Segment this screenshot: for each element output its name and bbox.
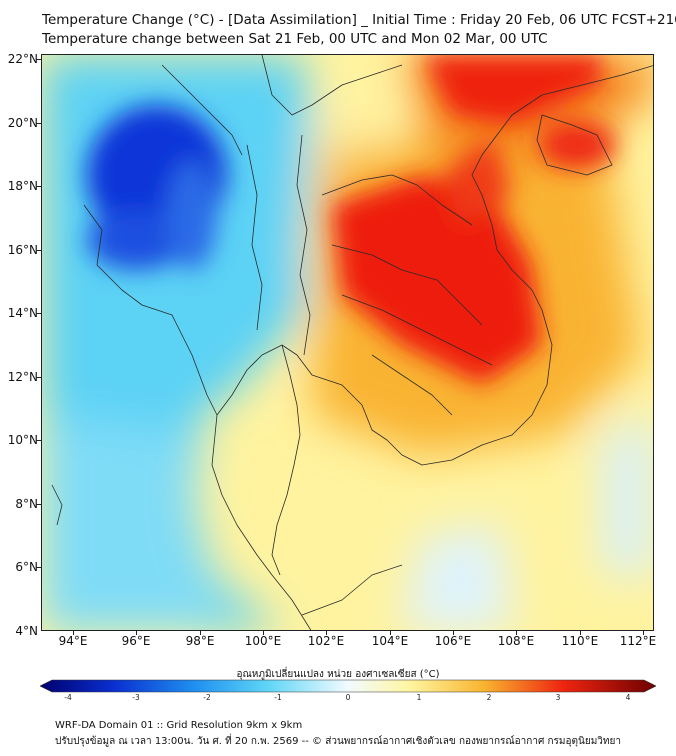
lat-tick (36, 59, 41, 60)
lon-tick (643, 631, 644, 635)
lat-label-22N: 22°N (7, 52, 38, 66)
map-canvas (42, 55, 653, 630)
lon-tick (200, 631, 201, 635)
lat-tick (36, 313, 41, 314)
temperature-change-map[interactable] (41, 54, 654, 631)
lon-tick (390, 631, 391, 635)
lon-label-102E: 102°E (307, 634, 345, 648)
lat-label-4N: 4°N (15, 624, 38, 638)
map-title-line2: Temperature change between Sat 21 Feb, 0… (42, 31, 548, 47)
lat-tick (36, 504, 41, 505)
lon-label-94E: 94°E (58, 634, 88, 648)
lon-label-104E: 104°E (371, 634, 409, 648)
footer-update-info: ปรับปรุงข้อมูล ณ เวลา 13:00น. วัน ศ. ที่… (55, 736, 621, 747)
lon-label-96E: 96°E (121, 634, 151, 648)
lon-tick (453, 631, 454, 635)
lon-label-98E: 98°E (185, 634, 215, 648)
lon-tick (136, 631, 137, 635)
lon-label-108E: 108°E (497, 634, 535, 648)
footer-model-info: WRF-DA Domain 01 :: Grid Resolution 9km … (55, 720, 303, 731)
colorbar-label: 4 (625, 693, 631, 702)
map-title-line1: Temperature Change (°C) - [Data Assimila… (42, 12, 676, 28)
lon-label-110E: 110°E (561, 634, 599, 648)
colorbar-label: -1 (274, 693, 282, 702)
lat-tick (36, 123, 41, 124)
colorbar (40, 679, 656, 693)
colorbar-label: -4 (64, 693, 72, 702)
lat-tick (36, 567, 41, 568)
lon-tick (580, 631, 581, 635)
lon-tick (73, 631, 74, 635)
lat-tick (36, 186, 41, 187)
lon-tick (263, 631, 264, 635)
lat-tick (36, 377, 41, 378)
lat-tick (36, 250, 41, 251)
colorbar-label: 2 (486, 693, 492, 702)
lat-label-10N: 10°N (7, 433, 38, 447)
colorbar-label: -3 (132, 693, 140, 702)
colorbar-label: 1 (416, 693, 422, 702)
lon-label-100E: 100°E (244, 634, 282, 648)
lat-label-18N: 18°N (7, 179, 38, 193)
lon-label-106E: 106°E (434, 634, 472, 648)
colorbar-label: 3 (555, 693, 561, 702)
lat-label-8N: 8°N (15, 497, 38, 511)
lat-label-16N: 16°N (7, 243, 38, 257)
lon-tick (516, 631, 517, 635)
lon-label-112E: 112°E (619, 634, 657, 648)
colorbar-label: -2 (203, 693, 211, 702)
lon-tick (326, 631, 327, 635)
colorbar-title: อุณหภูมิเปลี่ยนแปลง หน่วย องศาเซลเซียส (… (236, 669, 440, 680)
lat-tick (36, 440, 41, 441)
colorbar-label: 0 (345, 693, 351, 702)
lat-label-14N: 14°N (7, 306, 38, 320)
lat-label-12N: 12°N (7, 370, 38, 384)
lat-label-20N: 20°N (7, 116, 38, 130)
lat-label-6N: 6°N (15, 560, 38, 574)
